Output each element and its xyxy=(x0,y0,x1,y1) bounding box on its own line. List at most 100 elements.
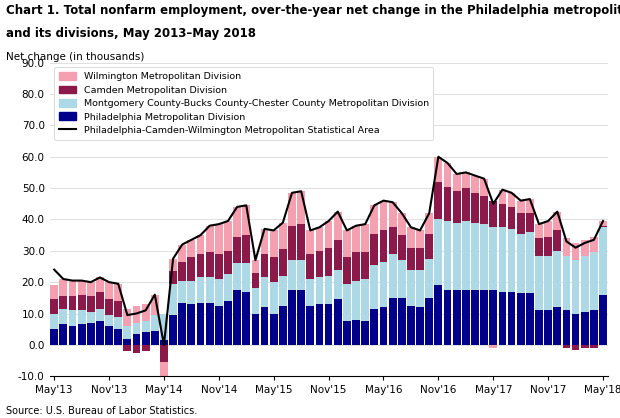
Bar xyxy=(279,249,286,276)
Bar xyxy=(554,212,561,230)
Bar xyxy=(407,270,415,306)
Bar xyxy=(187,240,195,257)
Bar xyxy=(371,205,378,234)
Bar xyxy=(206,303,213,345)
Bar xyxy=(416,270,424,307)
Bar xyxy=(297,224,305,260)
Bar xyxy=(151,315,159,331)
Bar xyxy=(599,221,607,226)
Bar xyxy=(87,323,95,345)
Bar xyxy=(517,293,525,345)
Bar xyxy=(151,331,159,345)
Bar xyxy=(471,193,479,222)
Bar xyxy=(581,345,588,348)
Bar xyxy=(435,157,442,182)
Bar xyxy=(425,298,433,345)
Bar xyxy=(526,199,534,213)
Bar xyxy=(535,310,543,345)
Bar xyxy=(334,299,342,345)
Bar xyxy=(407,227,415,247)
Bar xyxy=(197,254,205,278)
Bar xyxy=(133,345,140,353)
Bar xyxy=(508,193,515,207)
Bar xyxy=(599,226,607,227)
Bar xyxy=(325,304,332,345)
Bar xyxy=(242,235,250,263)
Bar xyxy=(69,296,76,310)
Bar xyxy=(160,362,168,376)
Bar xyxy=(114,329,122,345)
Bar xyxy=(242,205,250,235)
Bar xyxy=(498,204,507,227)
Bar xyxy=(160,340,168,345)
Bar xyxy=(187,257,195,280)
Bar xyxy=(123,326,131,339)
Bar xyxy=(343,284,351,321)
Bar xyxy=(160,314,168,340)
Bar xyxy=(508,207,515,229)
Bar xyxy=(562,345,570,348)
Bar xyxy=(270,257,278,282)
Bar xyxy=(133,306,140,323)
Bar xyxy=(179,303,186,345)
Bar xyxy=(233,290,241,345)
Bar xyxy=(242,263,250,292)
Bar xyxy=(197,235,205,254)
Bar xyxy=(306,230,314,254)
Bar xyxy=(260,229,268,254)
Bar xyxy=(444,163,451,186)
Bar xyxy=(508,292,515,345)
Bar xyxy=(297,191,305,224)
Bar xyxy=(480,196,488,224)
Bar xyxy=(69,310,76,326)
Bar xyxy=(325,221,332,247)
Bar xyxy=(590,345,598,348)
Bar xyxy=(96,292,104,309)
Bar xyxy=(544,310,552,345)
Bar xyxy=(462,172,470,188)
Bar xyxy=(96,321,104,345)
Bar xyxy=(151,295,159,315)
Bar xyxy=(260,307,268,345)
Bar xyxy=(480,179,488,196)
Bar xyxy=(535,224,543,238)
Bar xyxy=(187,304,195,345)
Bar xyxy=(123,345,131,351)
Bar xyxy=(371,265,378,309)
Bar xyxy=(206,226,213,252)
Bar xyxy=(489,201,497,227)
Bar xyxy=(260,254,268,278)
Bar xyxy=(480,224,488,290)
Bar xyxy=(425,234,433,259)
Bar xyxy=(123,309,131,326)
Bar xyxy=(252,273,259,288)
Bar xyxy=(87,282,95,296)
Bar xyxy=(197,303,205,345)
Bar xyxy=(169,259,177,271)
Bar xyxy=(572,260,580,314)
Bar xyxy=(334,212,342,240)
Bar xyxy=(96,278,104,292)
Bar xyxy=(279,276,286,306)
Bar xyxy=(87,312,95,323)
Bar xyxy=(471,176,479,193)
Bar xyxy=(306,279,314,306)
Bar xyxy=(50,299,58,314)
Bar xyxy=(169,284,177,315)
Bar xyxy=(123,339,131,345)
Bar xyxy=(599,295,607,345)
Bar xyxy=(361,321,369,345)
Bar xyxy=(224,221,232,251)
Bar xyxy=(398,298,405,345)
Bar xyxy=(379,201,388,230)
Bar xyxy=(389,227,397,254)
Bar xyxy=(517,234,525,293)
Bar xyxy=(179,245,186,262)
Text: Chart 1. Total nonfarm employment, over-the-year net change in the Philadelphia : Chart 1. Total nonfarm employment, over-… xyxy=(6,4,620,17)
Bar xyxy=(343,321,351,345)
Bar xyxy=(379,307,388,345)
Bar xyxy=(590,237,598,252)
Bar xyxy=(224,301,232,345)
Bar xyxy=(160,345,168,362)
Bar xyxy=(215,254,223,279)
